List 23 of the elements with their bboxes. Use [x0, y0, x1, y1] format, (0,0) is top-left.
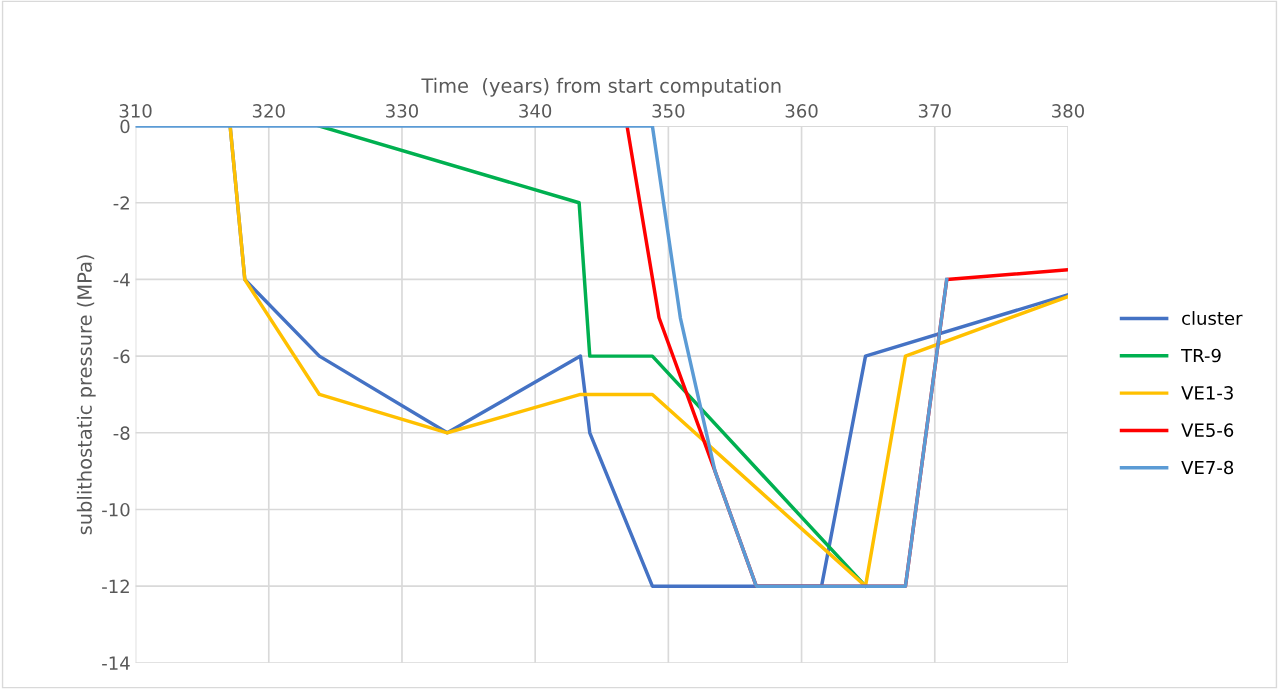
y-tick-label: -4 [113, 273, 130, 287]
x-axis-title: Time (years) from start computation [421, 77, 781, 97]
legend-label: VE7-8 [1181, 460, 1234, 475]
x-tick-label: 350 [652, 104, 685, 118]
legend-label: VE5-6 [1181, 423, 1234, 438]
x-tick-label: 380 [1052, 104, 1084, 118]
y-tick-label: -14 [102, 656, 130, 670]
y-tick-label: -2 [113, 196, 129, 210]
x-tick-label: 310 [119, 104, 152, 118]
legend-label: cluster [1182, 311, 1243, 326]
x-tick-label: 330 [386, 104, 418, 118]
y-tick-label: -12 [102, 579, 129, 593]
y-tick-label: 0 [120, 119, 130, 134]
legend-label: VE1-3 [1181, 386, 1233, 400]
x-tick-label: 320 [252, 104, 285, 118]
y-tick-label: -6 [113, 349, 130, 364]
y-tick-label: -10 [102, 502, 130, 517]
x-tick-label: 370 [918, 104, 951, 118]
y-axis-title: sublithostatic pressure (MPa) [76, 255, 96, 535]
x-tick-label: 340 [519, 104, 552, 118]
x-tick-label: 360 [785, 104, 818, 118]
y-tick-label: -8 [113, 426, 130, 440]
legend-label: TR-9 [1181, 348, 1221, 363]
